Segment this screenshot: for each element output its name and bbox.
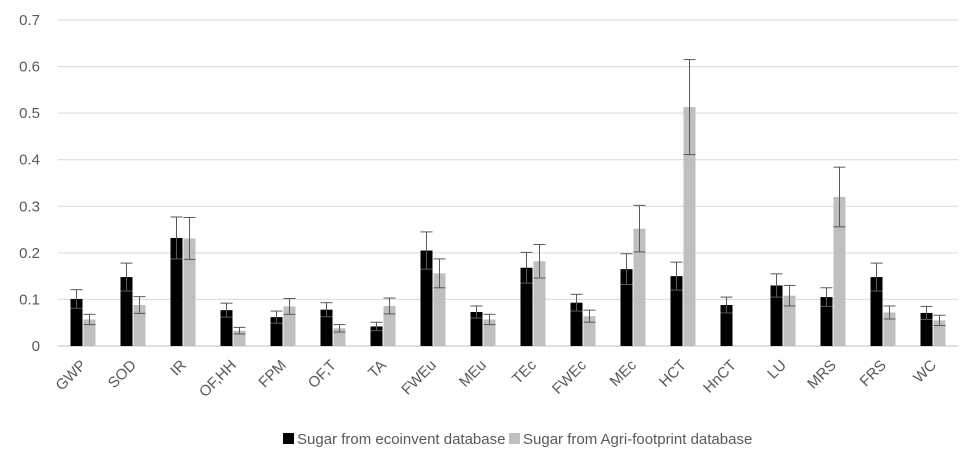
bar-agri-footprint (883, 312, 896, 346)
x-tick-label: HCT (656, 357, 690, 391)
error-bars (70, 59, 946, 335)
bar-agri-footprint (833, 196, 846, 346)
gridlines (58, 19, 958, 347)
x-tick-label: WC (910, 357, 940, 387)
bar-agri-footprint (233, 330, 246, 346)
y-tick-label: 0.5 (19, 105, 40, 122)
bar-agri-footprint (683, 107, 696, 347)
y-tick-label: 0.3 (19, 198, 40, 215)
bar-agri-footprint (83, 319, 96, 346)
y-tick-label: 0.6 (19, 59, 40, 76)
y-tick-label: 0.1 (19, 291, 40, 308)
x-tick-label: TEc (509, 356, 540, 387)
bar-ecoinvent (920, 312, 933, 346)
bar-agri-footprint (633, 228, 646, 346)
bar-ecoinvent (270, 317, 283, 346)
bar-agri-footprint (583, 316, 596, 346)
x-tick-label: MRS (804, 357, 840, 393)
bar-ecoinvent (520, 267, 533, 346)
bar-ecoinvent (370, 326, 383, 346)
x-tick-label: MEu (456, 357, 490, 391)
y-tick-label: 0.4 (19, 152, 40, 169)
x-tick-label: FWEc (549, 356, 590, 397)
bar-ecoinvent (320, 309, 333, 346)
bars (70, 107, 946, 347)
bar-ecoinvent (70, 298, 83, 346)
x-tick-label: OF,HH (196, 357, 240, 401)
bar-agri-footprint (133, 305, 146, 346)
bar-agri-footprint (533, 261, 546, 346)
bar-ecoinvent (870, 277, 883, 346)
x-tick-label: LU (764, 357, 790, 383)
bar-ecoinvent (570, 302, 583, 346)
bar-agri-footprint (283, 306, 296, 346)
bar-agri-footprint (383, 305, 396, 346)
bar-agri-footprint (183, 238, 196, 346)
bar-agri-footprint (933, 320, 946, 346)
bar-ecoinvent (820, 297, 833, 346)
y-axis-ticks: 0 0.1 0.2 0.3 0.4 0.5 0.6 0.7 (19, 12, 40, 355)
bar-agri-footprint (783, 295, 796, 346)
bar-agri-footprint (433, 273, 446, 346)
x-tick-label: IR (167, 357, 190, 380)
x-tick-label: OF,T (305, 357, 340, 392)
y-tick-label: 0.2 (19, 245, 40, 262)
bar-ecoinvent (770, 285, 783, 346)
y-tick-label: 0.7 (19, 12, 40, 29)
bar-ecoinvent (120, 277, 133, 346)
x-tick-label: HnCT (700, 357, 740, 397)
x-tick-label: FRS (857, 357, 890, 390)
bar-ecoinvent (720, 305, 733, 346)
bar-agri-footprint (333, 328, 346, 346)
x-tick-label: SOD (105, 357, 140, 392)
legend-label-ecoinvent: Sugar from ecoinvent database (297, 431, 505, 448)
legend: Sugar from ecoinvent database Sugar from … (283, 431, 752, 448)
legend-label-agri-footprint: Sugar from Agri-footprint database (523, 431, 752, 448)
bar-ecoinvent (420, 250, 433, 346)
y-tick-label: 0 (32, 338, 40, 355)
bar-agri-footprint (483, 319, 496, 346)
x-tick-label: GWP (52, 357, 89, 394)
x-tick-label: FWEu (398, 357, 439, 398)
x-tick-label: TA (365, 357, 390, 382)
bar-ecoinvent (670, 276, 683, 346)
bar-ecoinvent (470, 312, 483, 346)
bar-ecoinvent (170, 237, 183, 346)
x-tick-label: MEc (607, 356, 641, 390)
x-axis-labels: GWP SOD IR OF,HH FPM OF,T TA FWEu MEu TEc FWEc MEc H… (52, 356, 939, 400)
legend-swatch-ecoinvent (283, 433, 294, 444)
bar-ecoinvent (220, 310, 233, 346)
x-tick-label: FPM (255, 357, 289, 391)
bar-ecoinvent (620, 269, 633, 346)
legend-swatch-agri-footprint (509, 433, 520, 444)
